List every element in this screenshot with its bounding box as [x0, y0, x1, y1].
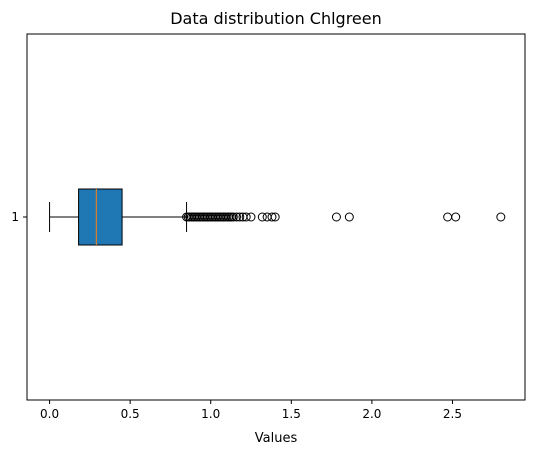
- chart-title: Data distribution Chlgreen: [170, 9, 382, 28]
- outlier-point: [262, 212, 272, 222]
- x-tick-label: 1.0: [201, 407, 220, 421]
- box-plot-series: [49, 188, 188, 246]
- outlier-point: [241, 212, 251, 222]
- box-iqr: [78, 188, 123, 246]
- outlier-point: [270, 212, 280, 222]
- x-tick-label: 0.0: [40, 407, 59, 421]
- outlier-point: [235, 212, 245, 222]
- outlier-point: [443, 212, 453, 222]
- outlier-point: [451, 212, 461, 222]
- x-axis-ticks: 0.0 0.5 1.0 1.5 2.0 2.5: [40, 400, 462, 421]
- outlier-points: [182, 212, 506, 222]
- x-tick-label: 0.5: [121, 407, 140, 421]
- y-axis-ticks: 1: [11, 210, 27, 224]
- x-tick-label: 1.5: [282, 407, 301, 421]
- outlier-point: [267, 212, 277, 222]
- outlier-point: [496, 212, 506, 222]
- outlier-point: [246, 212, 256, 222]
- x-tick-label: 2.0: [362, 407, 381, 421]
- outlier-point: [232, 212, 242, 222]
- outlier-point: [344, 212, 354, 222]
- outlier-point: [331, 212, 341, 222]
- outlier-point: [257, 212, 267, 222]
- outlier-point: [228, 212, 238, 222]
- x-axis-label: Values: [255, 431, 298, 446]
- x-tick-label: 2.5: [443, 407, 462, 421]
- y-tick-label: 1: [11, 210, 19, 224]
